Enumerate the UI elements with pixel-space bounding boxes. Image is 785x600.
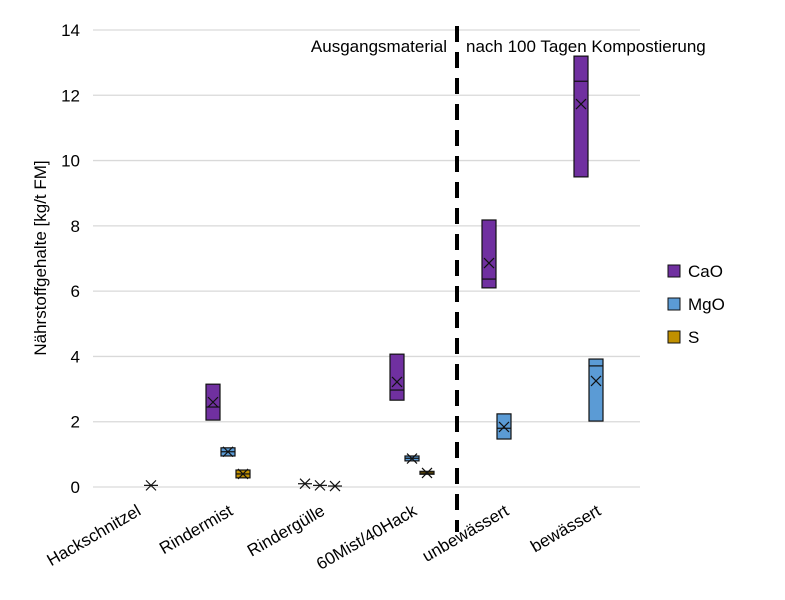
box-mgo-2 bbox=[313, 479, 327, 491]
mean-marker bbox=[207, 396, 219, 408]
mean-marker bbox=[498, 421, 510, 433]
legend: CaO MgO S bbox=[667, 262, 725, 347]
box-rect bbox=[573, 55, 589, 178]
x-tick-labels: Hackschnitzel Rindermist Rindergülle60Mist… bbox=[44, 501, 605, 574]
mean-marker bbox=[237, 468, 249, 480]
y-tick-label: 2 bbox=[71, 413, 80, 432]
box-s-3 bbox=[419, 467, 435, 479]
y-tick-label: 0 bbox=[71, 478, 80, 497]
box-rect bbox=[389, 353, 405, 401]
mean-marker bbox=[391, 376, 403, 388]
y-tick-label: 14 bbox=[61, 21, 80, 40]
mean-marker bbox=[406, 453, 418, 465]
mean-marker bbox=[299, 478, 311, 490]
box-rect bbox=[481, 219, 497, 289]
mean-marker bbox=[314, 479, 326, 491]
y-axis-label: Nährstoffgehalte [kg/t FM] bbox=[31, 160, 50, 355]
box-s-1 bbox=[235, 468, 251, 480]
mean-marker bbox=[575, 98, 587, 110]
mean-marker bbox=[329, 480, 341, 492]
box-mgo-5 bbox=[588, 358, 604, 422]
mean-marker bbox=[222, 446, 234, 458]
legend-swatch bbox=[667, 330, 681, 344]
mean-marker bbox=[483, 257, 495, 269]
box-mgo-3 bbox=[404, 453, 420, 465]
legend-item-mgo: MgO bbox=[667, 295, 725, 314]
legend-label: S bbox=[688, 328, 699, 347]
box-s-0 bbox=[144, 479, 158, 491]
mean-marker bbox=[421, 467, 433, 479]
legend-swatch bbox=[667, 264, 681, 278]
y-tick-label: 4 bbox=[71, 347, 80, 366]
x-tick-label: Hackschnitzel bbox=[44, 501, 144, 570]
box-cao-5 bbox=[573, 55, 589, 178]
box-cao-3 bbox=[389, 353, 405, 401]
x-tick-label: 60Mist/40Hack bbox=[313, 501, 420, 574]
box-cao-2 bbox=[298, 478, 312, 490]
legend-swatch bbox=[667, 297, 681, 311]
box-cao-1 bbox=[205, 383, 221, 421]
x-tick-label: Rindermist bbox=[156, 501, 236, 558]
annotation-kompostierung: nach 100 Tagen Kompostierung bbox=[466, 37, 706, 56]
legend-label: CaO bbox=[688, 262, 723, 281]
y-tick-label: 10 bbox=[61, 152, 80, 171]
box-mgo-1 bbox=[220, 446, 236, 458]
y-tick-label: 12 bbox=[61, 86, 80, 105]
annotation-ausgangsmaterial: Ausgangsmaterial bbox=[311, 37, 447, 56]
gridlines bbox=[93, 29, 640, 488]
legend-label: MgO bbox=[688, 295, 725, 314]
y-tick-labels: 0 2 4 6 8 10 12 14 bbox=[61, 21, 80, 497]
legend-item-cao: CaO bbox=[667, 262, 723, 281]
box-mgo-4 bbox=[496, 413, 512, 440]
x-tick-label: Rindergülle bbox=[244, 501, 328, 560]
box-rect bbox=[588, 358, 604, 422]
x-tick-label: unbewässert bbox=[419, 501, 512, 566]
x-tick-label: bewässert bbox=[527, 501, 604, 556]
box-cao-4 bbox=[481, 219, 497, 289]
y-tick-label: 6 bbox=[71, 282, 80, 301]
y-tick-label: 8 bbox=[71, 217, 80, 236]
mean-marker bbox=[145, 479, 157, 491]
box-s-2 bbox=[328, 480, 342, 492]
legend-item-s: S bbox=[667, 328, 699, 347]
data-marks bbox=[144, 55, 604, 492]
mean-marker bbox=[590, 375, 602, 387]
